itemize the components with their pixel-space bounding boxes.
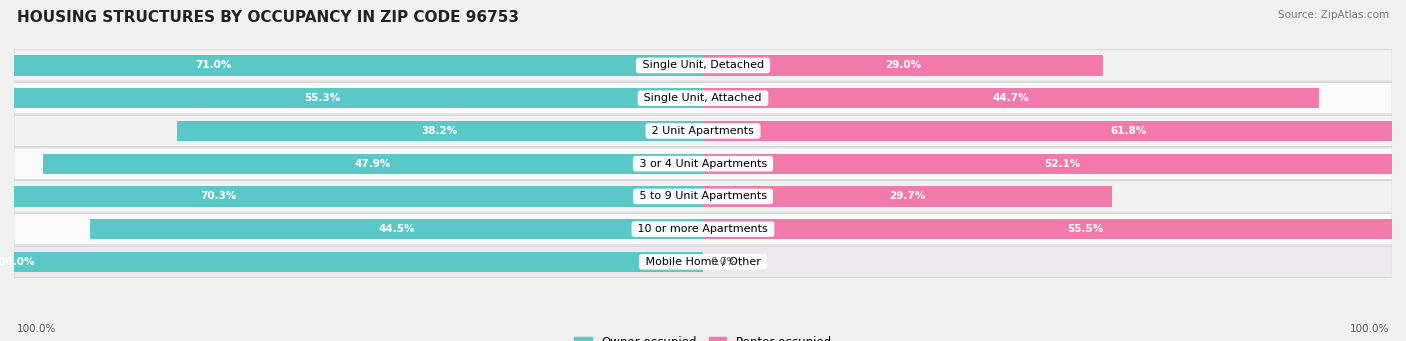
Bar bbox=[177, 121, 703, 141]
Text: 29.0%: 29.0% bbox=[884, 60, 921, 71]
Text: 29.7%: 29.7% bbox=[890, 191, 925, 202]
FancyBboxPatch shape bbox=[14, 83, 1392, 114]
Text: 71.0%: 71.0% bbox=[195, 60, 232, 71]
FancyBboxPatch shape bbox=[14, 181, 1392, 212]
Text: 10 or more Apartments: 10 or more Apartments bbox=[634, 224, 772, 234]
Text: 44.7%: 44.7% bbox=[993, 93, 1029, 103]
Bar bbox=[0, 55, 703, 76]
Text: Single Unit, Detached: Single Unit, Detached bbox=[638, 60, 768, 71]
FancyBboxPatch shape bbox=[14, 115, 1392, 147]
Bar bbox=[90, 219, 703, 239]
FancyBboxPatch shape bbox=[14, 50, 1392, 81]
Text: 61.8%: 61.8% bbox=[1111, 126, 1147, 136]
Bar bbox=[703, 153, 1406, 174]
Bar bbox=[0, 252, 703, 272]
Text: 100.0%: 100.0% bbox=[1350, 324, 1389, 334]
Bar bbox=[44, 153, 703, 174]
Text: Mobile Home / Other: Mobile Home / Other bbox=[641, 257, 765, 267]
Text: 55.5%: 55.5% bbox=[1067, 224, 1104, 234]
Bar bbox=[0, 186, 703, 207]
Text: 3 or 4 Unit Apartments: 3 or 4 Unit Apartments bbox=[636, 159, 770, 169]
FancyBboxPatch shape bbox=[14, 246, 1392, 278]
Text: HOUSING STRUCTURES BY OCCUPANCY IN ZIP CODE 96753: HOUSING STRUCTURES BY OCCUPANCY IN ZIP C… bbox=[17, 10, 519, 25]
Bar bbox=[703, 55, 1102, 76]
Text: 100.0%: 100.0% bbox=[17, 324, 56, 334]
Text: 38.2%: 38.2% bbox=[422, 126, 458, 136]
Text: 100.0%: 100.0% bbox=[0, 257, 35, 267]
Text: 47.9%: 47.9% bbox=[354, 159, 391, 169]
Text: 44.5%: 44.5% bbox=[378, 224, 415, 234]
Text: 55.3%: 55.3% bbox=[304, 93, 340, 103]
FancyBboxPatch shape bbox=[14, 213, 1392, 245]
Text: Single Unit, Attached: Single Unit, Attached bbox=[641, 93, 765, 103]
Legend: Owner-occupied, Renter-occupied: Owner-occupied, Renter-occupied bbox=[569, 332, 837, 341]
Bar bbox=[703, 219, 1406, 239]
Bar bbox=[703, 121, 1406, 141]
Text: 52.1%: 52.1% bbox=[1043, 159, 1080, 169]
Bar bbox=[703, 88, 1319, 108]
Text: Source: ZipAtlas.com: Source: ZipAtlas.com bbox=[1278, 10, 1389, 20]
Text: 0.0%: 0.0% bbox=[710, 257, 737, 267]
Text: 70.3%: 70.3% bbox=[201, 191, 236, 202]
FancyBboxPatch shape bbox=[14, 148, 1392, 179]
Text: 2 Unit Apartments: 2 Unit Apartments bbox=[648, 126, 758, 136]
Text: 5 to 9 Unit Apartments: 5 to 9 Unit Apartments bbox=[636, 191, 770, 202]
Bar bbox=[0, 88, 703, 108]
Bar bbox=[703, 186, 1112, 207]
